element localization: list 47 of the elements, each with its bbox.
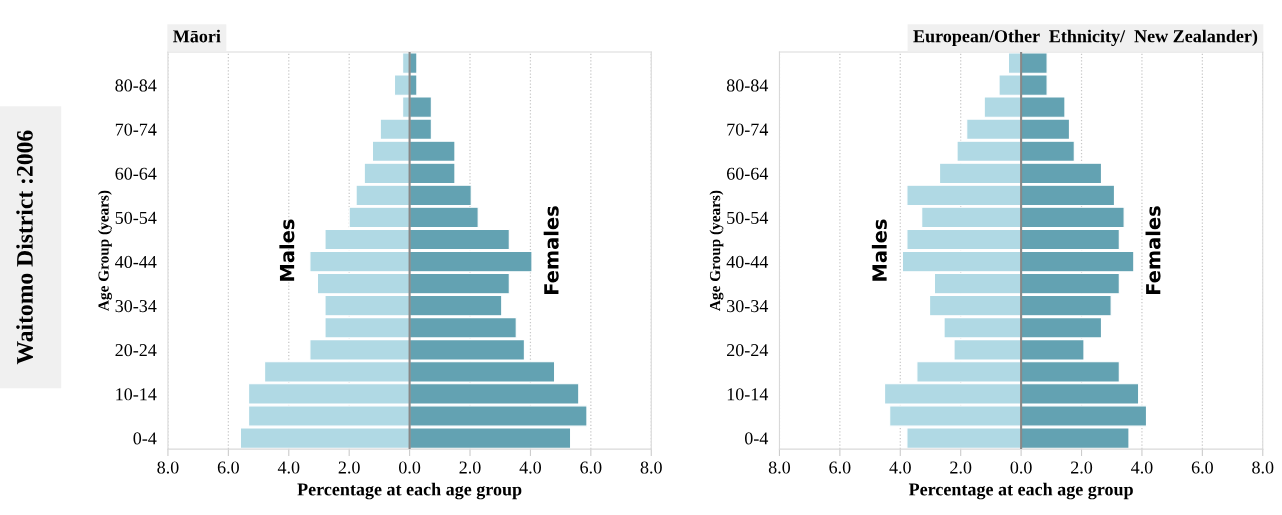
y-tick-label: 30-34 [727,299,769,313]
x-tick-label: 4.0 [519,461,542,474]
y-tick-label: 60-64 [115,167,157,180]
y-tick-label: 50-54 [727,211,769,224]
x-tick-label: 8.0 [1252,461,1274,474]
x-tick-label: 2.0 [950,461,972,474]
y-tick-label: 40-44 [726,255,769,269]
x-tick-label: 4.0 [1131,461,1153,474]
x-tick-label: 2.0 [338,461,360,474]
x-tick-label: 0.0 [399,461,421,474]
y-tick-label: 20-24 [115,344,157,357]
x-tick-label: 8.0 [768,461,791,474]
y-axis-title: Age Group (years) [97,190,112,311]
y-tick-label: 20-24 [727,344,769,357]
y-tick-label: 50-54 [115,211,157,224]
y-tick-label: 0-4 [744,432,769,445]
x-tick-label: 4.0 [889,461,911,474]
x-tick-label: 8.0 [640,461,662,474]
text: Males [279,219,295,281]
x-tick-label: 8.0 [157,461,179,474]
y-tick-label: 70-74 [727,123,769,136]
text: Males [871,219,887,281]
y-tick-label: 60-64 [727,167,769,180]
y-tick-label: 80-84 [115,79,157,92]
x-axis-title: Percentage at each age group [297,482,522,500]
y-tick-label: 0-4 [133,432,157,445]
text: Waitomo District :2006 [16,130,33,365]
x-tick-label: 6.0 [1191,461,1213,474]
x-tick-label: 4.0 [277,461,300,474]
chart-title: Māori [173,29,221,43]
y-tick-label: 10-14 [727,388,769,401]
y-tick-label: 80-84 [726,79,769,92]
y-tick-label: 30-34 [115,299,157,313]
chart-title: European/Other Ethnicity/ New Zealander) [913,29,1258,47]
x-tick-label: 2.0 [459,461,481,474]
text: Females [1145,206,1161,295]
x-tick-label: 0.0 [1010,461,1032,474]
y-tick-label: 70-74 [115,123,157,136]
x-tick-label: 6.0 [580,461,602,474]
y-tick-label: 40-44 [115,255,157,269]
x-tick-label: 6.0 [217,461,239,474]
x-tick-label: 2.0 [1071,461,1093,474]
x-tick-label: 6.0 [829,461,851,474]
x-axis-title: Percentage at each age group [908,482,1133,500]
text: Females [543,206,559,295]
y-tick-label: 10-14 [116,388,157,401]
y-axis-title: Age Group (years) [709,190,724,311]
